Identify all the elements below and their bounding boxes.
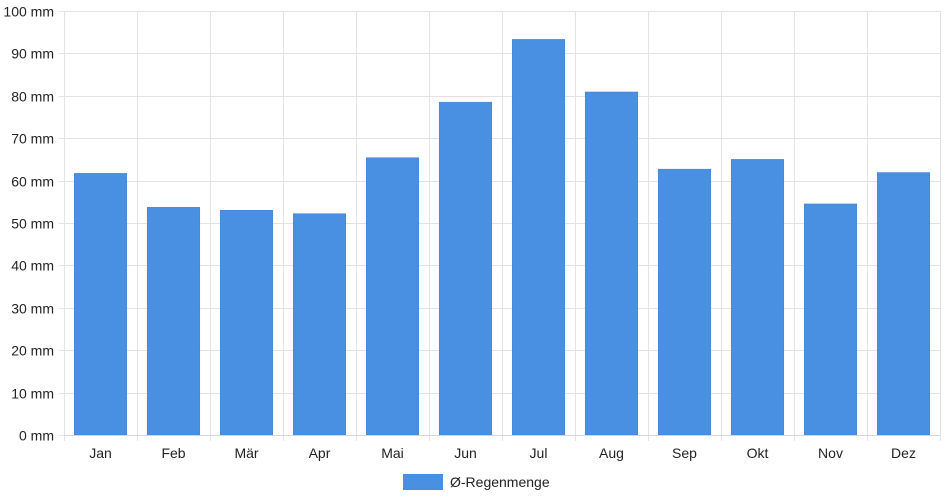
y-tick-label: 20 mm bbox=[11, 343, 54, 359]
y-tick-label: 90 mm bbox=[11, 46, 54, 62]
x-tick-label: Apr bbox=[309, 445, 331, 461]
bar-Aug[interactable] bbox=[584, 91, 639, 436]
x-tick-label: Sep bbox=[672, 445, 697, 461]
grid bbox=[59, 11, 941, 441]
y-tick-label: 0 mm bbox=[19, 428, 54, 444]
bar-Sep[interactable] bbox=[657, 168, 712, 436]
axes: 0 mm 10 mm 20 mm 30 mm 40 mm 50 mm 60 mm 70 mm 8… bbox=[3, 4, 940, 461]
y-tick-label: 30 mm bbox=[11, 301, 54, 317]
x-tick-label: Mai bbox=[381, 445, 404, 461]
x-tick-label: Mär bbox=[234, 445, 258, 461]
y-tick-label: 100 mm bbox=[3, 4, 54, 20]
bar-Dez[interactable] bbox=[876, 172, 931, 436]
bar-Mai[interactable] bbox=[365, 157, 420, 436]
y-tick-label: 70 mm bbox=[11, 131, 54, 147]
x-tick-label: Feb bbox=[161, 445, 185, 461]
bar-Jun[interactable] bbox=[438, 101, 493, 436]
bar-Okt[interactable] bbox=[730, 159, 785, 436]
bar-Nov[interactable] bbox=[803, 203, 858, 436]
bar-Apr[interactable] bbox=[292, 213, 347, 436]
x-tick-label: Jan bbox=[89, 445, 112, 461]
x-tick-label: Okt bbox=[747, 445, 769, 461]
bars bbox=[73, 39, 931, 436]
bar-Feb[interactable] bbox=[146, 207, 201, 436]
y-tick-label: 60 mm bbox=[11, 174, 54, 190]
x-tick-label: Aug bbox=[599, 445, 624, 461]
legend-swatch[interactable] bbox=[403, 474, 443, 490]
y-tick-label: 80 mm bbox=[11, 89, 54, 105]
bar-Jul[interactable] bbox=[511, 39, 566, 436]
y-tick-label: 40 mm bbox=[11, 258, 54, 274]
x-tick-label: Nov bbox=[818, 445, 843, 461]
legend-label[interactable]: Ø-Regenmenge bbox=[450, 474, 550, 490]
bar-Mär[interactable] bbox=[219, 210, 274, 436]
legend[interactable]: Ø-Regenmenge bbox=[403, 474, 550, 490]
x-tick-label: Dez bbox=[891, 445, 916, 461]
bar-Jan[interactable] bbox=[73, 173, 128, 436]
x-tick-label: Jul bbox=[530, 445, 548, 461]
x-tick-label: Jun bbox=[454, 445, 477, 461]
y-tick-label: 10 mm bbox=[11, 386, 54, 402]
y-tick-label: 50 mm bbox=[11, 216, 54, 232]
